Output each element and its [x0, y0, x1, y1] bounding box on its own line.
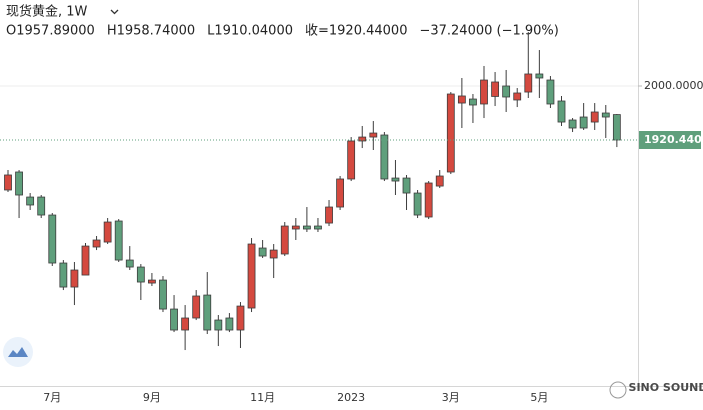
- candle-body: [170, 308, 178, 331]
- candle-body: [513, 92, 522, 101]
- last-price-label: 1920.44000: [644, 133, 703, 146]
- candle-body: [302, 225, 311, 230]
- candle-body: [159, 279, 167, 310]
- candle-body: [192, 295, 201, 319]
- candle-body: [70, 269, 79, 288]
- candle-body: [502, 85, 511, 98]
- candle-body: [247, 243, 256, 309]
- candle-body: [601, 112, 610, 118]
- candle-body: [203, 294, 212, 331]
- ohlc-value: H1958.74000: [107, 24, 195, 39]
- candle-body: [214, 319, 223, 331]
- ohlc-value: 收=1920.44000: [305, 24, 407, 39]
- tv-logo: [3, 337, 33, 367]
- candle-body: [590, 111, 599, 123]
- candle-body: [402, 177, 411, 194]
- x-tick-label: 5月: [530, 391, 548, 404]
- candle-body: [114, 220, 123, 261]
- candle-body: [435, 175, 444, 187]
- candle-body: [424, 182, 433, 218]
- x-tick-label: 11月: [250, 391, 275, 404]
- ohlc-value: O1957.89000: [6, 24, 95, 39]
- candle-body: [480, 79, 488, 105]
- candle-body: [291, 225, 300, 230]
- candle-body: [413, 192, 422, 216]
- candle-body: [236, 305, 245, 331]
- header: 现货黄金, 1W O1957.89000 H1958.74000 L1910.040…: [6, 4, 559, 39]
- candle-body: [15, 171, 23, 196]
- candle-body: [136, 266, 145, 283]
- candle-body: [347, 140, 356, 180]
- candle-body: [568, 119, 577, 129]
- candle-body: [369, 132, 378, 138]
- candle-body: [37, 196, 46, 216]
- x-tick-label: 3月: [442, 391, 460, 404]
- candle-body: [48, 214, 57, 264]
- candle-body: [314, 225, 322, 230]
- candle-body: [125, 259, 134, 268]
- x-tick-label: 2023: [337, 391, 365, 404]
- candle-body: [524, 73, 533, 93]
- candle-body: [103, 221, 112, 243]
- ohlc-value: −37.24000 (−1.90%): [419, 24, 558, 39]
- candle-body: [446, 93, 455, 173]
- candle-body: [269, 249, 278, 259]
- candle-body: [579, 116, 588, 129]
- candle-body: [546, 79, 555, 105]
- candle-body: [59, 262, 68, 288]
- candle-body: [557, 100, 566, 123]
- candle-body: [4, 174, 12, 191]
- candle-body: [469, 98, 477, 106]
- candle-body: [457, 95, 466, 104]
- candle-body: [148, 279, 156, 284]
- candle-body: [535, 73, 544, 79]
- candle-body: [391, 177, 400, 182]
- symbol-chevron[interactable]: [110, 9, 119, 15]
- symbol[interactable]: 现货黄金, 1W: [6, 4, 88, 20]
- candle-body: [225, 317, 234, 331]
- watermark: SINO SOUND: [629, 381, 703, 394]
- watermark-logo: [609, 381, 627, 399]
- candle-body: [325, 206, 333, 224]
- candle-body: [358, 136, 367, 142]
- candle-body: [258, 247, 267, 257]
- x-tick-label: 9月: [143, 391, 161, 404]
- candle-body: [380, 134, 389, 180]
- y-tick-label: 2000.00000: [644, 79, 703, 92]
- candle-body: [280, 225, 289, 255]
- candle-body: [491, 81, 499, 97]
- x-tick-label: 7月: [43, 391, 61, 404]
- candle-body: [612, 114, 621, 141]
- candle-body: [26, 196, 35, 206]
- ohlc-value: L1910.04000: [207, 24, 293, 39]
- candle-body: [181, 317, 190, 331]
- candle-body: [92, 239, 101, 248]
- last-price-box: [639, 131, 701, 150]
- candle-body: [81, 245, 90, 276]
- candle-body: [336, 178, 345, 208]
